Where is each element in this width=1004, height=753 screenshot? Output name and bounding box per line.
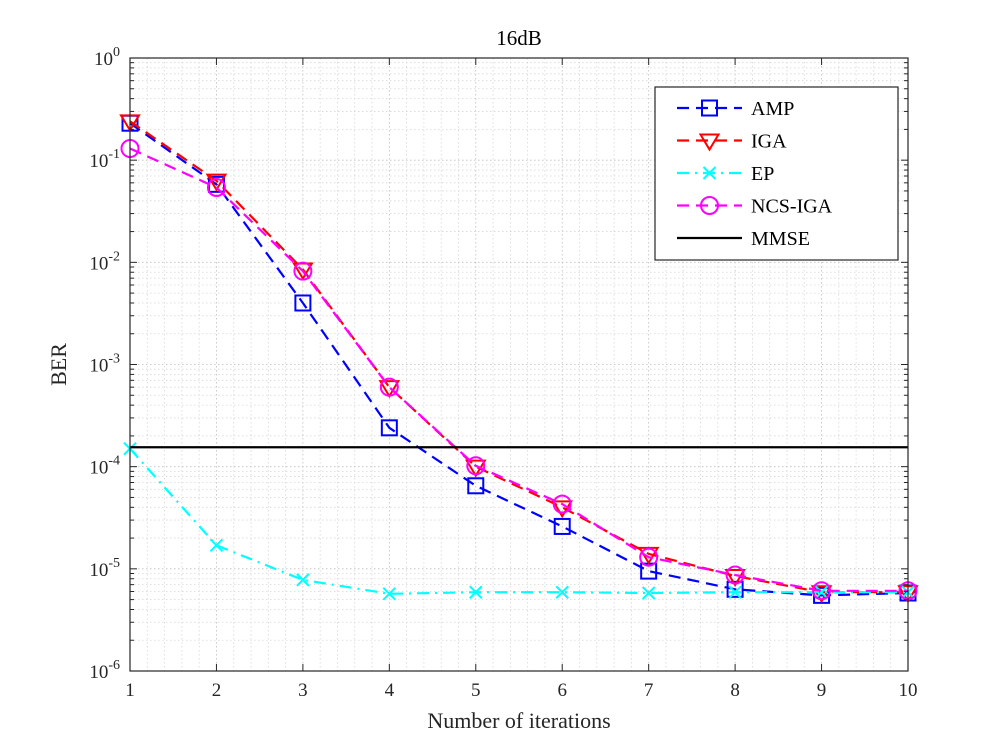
data-point-iga [378,380,401,399]
legend-label-ep: EP [751,163,774,185]
y-tick-label: 10-6 [89,658,120,683]
legend-marker-ep [702,166,717,180]
legend-item-ep: EP [677,163,774,185]
data-point-amp [380,419,398,437]
y-tick-label: 10-3 [89,352,120,377]
x-tick-label: 10 [899,680,918,701]
legend-label-amp: AMP [751,98,794,120]
x-marker-stroke [209,538,224,552]
x-tick-label: 4 [385,680,395,701]
legend-item-mmse: MMSE [677,228,810,250]
data-point-ep [641,586,656,600]
data-point-ep [469,585,483,599]
x-tick-label: 9 [817,680,827,701]
data-point-ep [555,585,569,599]
y-tick-label: 10-1 [89,147,120,172]
legend-item-iga: IGA [677,131,787,153]
data-point-ncs-iga [812,581,832,601]
legend-item-ncs-iga: NCS-IGA [677,196,833,218]
data-point-ep [382,587,397,601]
data-point-ep [296,573,310,587]
x-tick-label: 3 [298,680,308,701]
x-marker-stroke [296,573,310,587]
data-point-iga [810,585,833,604]
x-tick-label: 2 [212,680,222,701]
series-line-iga [129,120,908,594]
data-point-ep [728,585,742,599]
data-point-amp [467,477,485,495]
legend-label-ncs-iga: NCS-IGA [751,196,833,218]
data-point-amp [726,580,744,598]
series-ncs-iga [120,139,918,601]
series-line-ncs-iga [129,147,908,592]
data-point-iga [205,173,228,192]
x-tick-label: 8 [730,680,740,701]
data-point-ncs-iga [293,261,313,281]
data-point-iga [551,500,573,519]
x-marker-stroke [469,585,483,599]
data-point-ncs-iga [206,178,226,198]
y-tick-label: 10-5 [89,556,120,581]
x-tick-label: 7 [644,680,654,701]
legend-marker-iga [698,133,721,152]
data-point-ep [814,585,829,599]
x-marker-stroke [641,586,656,600]
x-marker-stroke [555,585,569,599]
x-marker-stroke [728,585,742,599]
legend-marker-amp [701,99,718,117]
data-point-amp [294,294,312,312]
series-line-amp [129,122,909,597]
x-tick-label: 1 [125,680,135,701]
legend-marker-ncs-iga [700,196,719,215]
y-tick-label: 100 [94,45,120,70]
legend: AMP IGA EP NCS-IGA MMSE [654,86,899,261]
series-ep [123,441,915,601]
legend-item-amp: AMP [677,98,794,120]
x-marker-stroke [382,587,397,601]
x-axis-label: Number of iterations [427,708,610,733]
y-tick-label: 10-2 [89,249,120,274]
legend-label-iga: IGA [751,131,787,153]
data-point-ncs-iga [379,377,399,397]
x-marker-stroke [814,585,829,599]
data-point-amp [553,517,571,535]
chart-title: 16dB [496,26,542,50]
data-point-ncs-iga [466,456,486,476]
y-tick-label: 10-4 [89,454,120,479]
x-tick-label: 5 [471,680,481,701]
data-point-ep [209,538,224,552]
data-point-ncs-iga [639,547,659,567]
data-point-iga [724,569,746,587]
y-axis-label: BER [46,343,71,386]
legend-label-mmse: MMSE [751,228,810,250]
data-point-ncs-iga [725,565,745,585]
x-tick-label: 6 [557,680,567,701]
data-point-ncs-iga [552,494,572,514]
x-marker-stroke [702,166,717,180]
series-group [119,114,919,604]
axis-ticks: 1 2 3 4 5 6 7 8 9 10 10-6 10-5 10-4 10-3 10-2 10-1 100 [89,45,917,701]
